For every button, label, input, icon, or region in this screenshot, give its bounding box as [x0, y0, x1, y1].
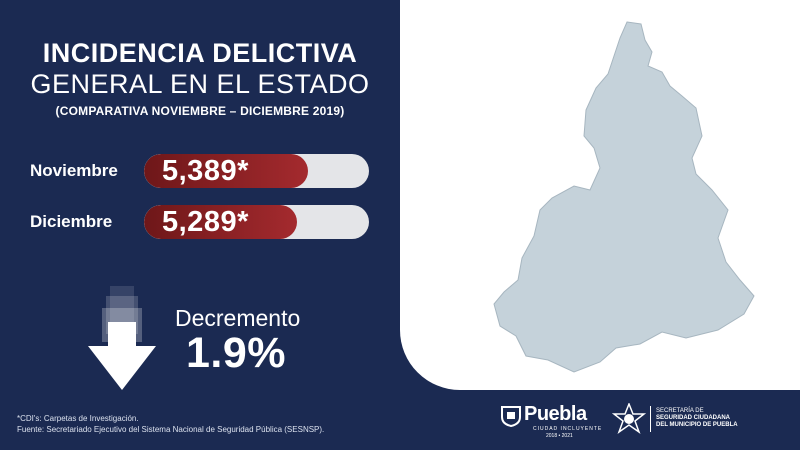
row-label: Diciembre: [30, 212, 113, 231]
puebla-years: 2018 • 2021: [546, 433, 573, 439]
bar-track: [144, 205, 369, 239]
puebla-name: Puebla: [524, 403, 587, 425]
title-block: INCIDENCIA DELICTIVA GENERAL EN EL ESTAD…: [0, 38, 400, 118]
secretaria-line-1: SECRETARÍA DE: [656, 408, 704, 414]
row-label: Noviembre: [30, 161, 118, 180]
state-map-icon: [493, 21, 755, 373]
puebla-tagline: CIUDAD INCLUYENTE: [533, 426, 603, 432]
police-star-icon: [612, 403, 646, 434]
footnote-line-2: Fuente: Secretariado Ejecutivo del Siste…: [17, 425, 325, 434]
secretaria-text: SECRETARÍA DE SEGURIDAD CIUDADANA DEL MU…: [656, 408, 738, 429]
row-value: 5,389*: [162, 155, 249, 187]
secretaria-line-2: SEGURIDAD CIUDADANA: [656, 415, 731, 421]
shield-icon: [501, 406, 521, 427]
bar-fill: [144, 154, 309, 188]
subtitle: (COMPARATIVA NOVIEMBRE – DICIEMBRE 2019): [55, 104, 345, 118]
bar-fill: [144, 205, 297, 239]
footnote: *CDI's: Carpetas de Investigación. Fuent…: [17, 413, 324, 435]
title-line-1: INCIDENCIA DELICTIVA: [42, 38, 358, 68]
decrease-percent: 1.9%: [186, 329, 287, 377]
decrease-label: Decremento: [175, 305, 301, 331]
row-value: 5,289*: [162, 206, 249, 238]
down-arrow-icon: [88, 286, 156, 390]
comparison-row-noviembre: Noviembre 5,389*: [30, 154, 370, 188]
comparison-row-diciembre: Diciembre 5,289*: [30, 205, 370, 239]
logo-divider: [650, 406, 651, 432]
footnote-line-1: *CDI's: Carpetas de Investigación.: [17, 414, 139, 423]
bar-track: [144, 154, 369, 188]
title-line-2: GENERAL EN EL ESTADO: [30, 69, 370, 99]
puebla-logo: Puebla CIUDAD INCLUYENTE 2018 • 2021: [500, 403, 610, 443]
secretaria-line-3: DEL MUNICIPIO DE PUEBLA: [656, 422, 738, 428]
